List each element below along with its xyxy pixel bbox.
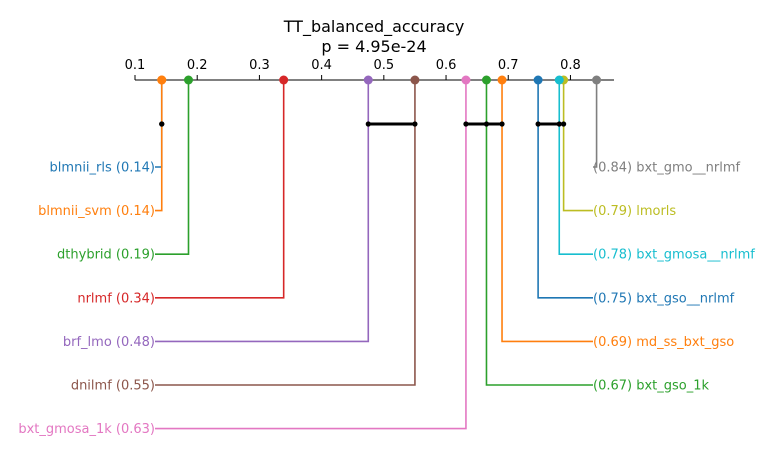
rank-marker-bxt-gso-1k [481, 75, 491, 85]
method-label-bxt-gso-1k: (0.67) bxt_gso_1k [593, 379, 710, 394]
axis: 0.1 0.2 0.3 0.4 0.5 0.6 0.7 0.8 [125, 58, 614, 81]
method-labels: blmnii_rls (0.14) blmnii_svm (0.14) dthybr… [18, 161, 755, 438]
connector-nrlmf [155, 80, 285, 299]
connector-dnilmf [155, 80, 416, 386]
tick-label: 0.4 [311, 58, 332, 73]
method-label-bxt-gmo--nrlmf: (0.84) bxt_gmo__nrlmf [593, 161, 740, 176]
connector-bxt-gso-1k [485, 80, 593, 386]
connector-bxt-gmo--nrlmf [593, 80, 598, 168]
method-label-bxt-gso--nrlmf: (0.75) bxt_gso__nrlmf [593, 291, 735, 306]
method-label-md-ss-bxt-gso: (0.69) md_ss_bxt_gso [593, 335, 734, 350]
method-label-lmorls: (0.79) lmorls [593, 204, 676, 219]
tick-label: 0.7 [498, 58, 519, 73]
clique-dot-dnilmf [412, 121, 418, 127]
connector-lmorls [562, 80, 593, 212]
tick-label: 0.5 [373, 58, 394, 73]
connector-bxt-gmosa--nrlmf [558, 80, 593, 255]
rank-marker-md-ss-bxt-gso [497, 75, 507, 85]
connector-dthybrid [155, 80, 190, 255]
connector-md-ss-bxt-gso [501, 80, 593, 343]
clique-dot-blmnii-svm [159, 121, 165, 127]
method-connectors [155, 80, 598, 430]
rank-marker-bxt-gmosa-1k [461, 75, 471, 85]
tick-label: 0.1 [125, 58, 146, 73]
method-label-blmnii-rls: blmnii_rls (0.14) [50, 161, 155, 176]
clique-dot-brf-lmo [365, 121, 371, 127]
rank-marker-nrlmf [279, 75, 289, 85]
connector-bxt-gmosa-1k [155, 80, 467, 430]
rank-markers [157, 75, 602, 85]
tick-label: 0.2 [187, 58, 208, 73]
method-label-blmnii-svm: blmnii_svm (0.14) [38, 204, 155, 219]
rank-marker-blmnii-svm [157, 75, 167, 85]
tick-label: 0.3 [249, 58, 270, 73]
clique-dot-lmorls [561, 121, 567, 127]
clique-dot-bxt-gso--nrlmf [535, 121, 541, 127]
method-label-bxt-gmosa-1k: bxt_gmosa_1k (0.63) [18, 422, 155, 437]
rank-marker-brf-lmo [363, 75, 373, 85]
rank-marker-dthybrid [183, 75, 193, 85]
method-label-bxt-gmosa--nrlmf: (0.78) bxt_gmosa__nrlmf [593, 248, 755, 263]
clique-dot-bxt-gmosa--nrlmf [556, 121, 562, 127]
rank-marker-bxt-gso--nrlmf [533, 75, 543, 85]
method-label-dthybrid: dthybrid (0.19) [57, 248, 155, 263]
method-label-dnilmf: dnilmf (0.55) [71, 379, 155, 394]
tick-label: 0.8 [560, 58, 581, 73]
method-label-brf-lmo: brf_lmo (0.48) [63, 335, 155, 350]
method-label-nrlmf: nrlmf (0.34) [77, 291, 155, 306]
connector-brf-lmo [155, 80, 370, 343]
clique-dot-bxt-gso-1k [483, 121, 490, 127]
clique-dot-bxt-gmosa-1k [463, 121, 469, 127]
rank-marker-dnilmf [410, 75, 420, 85]
connector-blmnii-svm [155, 80, 163, 212]
connector-bxt-gso--nrlmf [537, 80, 593, 299]
clique-bars [159, 121, 567, 127]
clique-dot-md-ss-bxt-gso [499, 121, 505, 127]
chart-subtitle: p = 4.95e-24 [321, 37, 426, 56]
tick-label: 0.6 [436, 58, 457, 73]
rank-marker-bxt-gmo--nrlmf [592, 75, 602, 85]
rank-marker-bxt-gmosa--nrlmf [554, 75, 564, 85]
chart-title: TT_balanced_accuracy [283, 17, 465, 37]
